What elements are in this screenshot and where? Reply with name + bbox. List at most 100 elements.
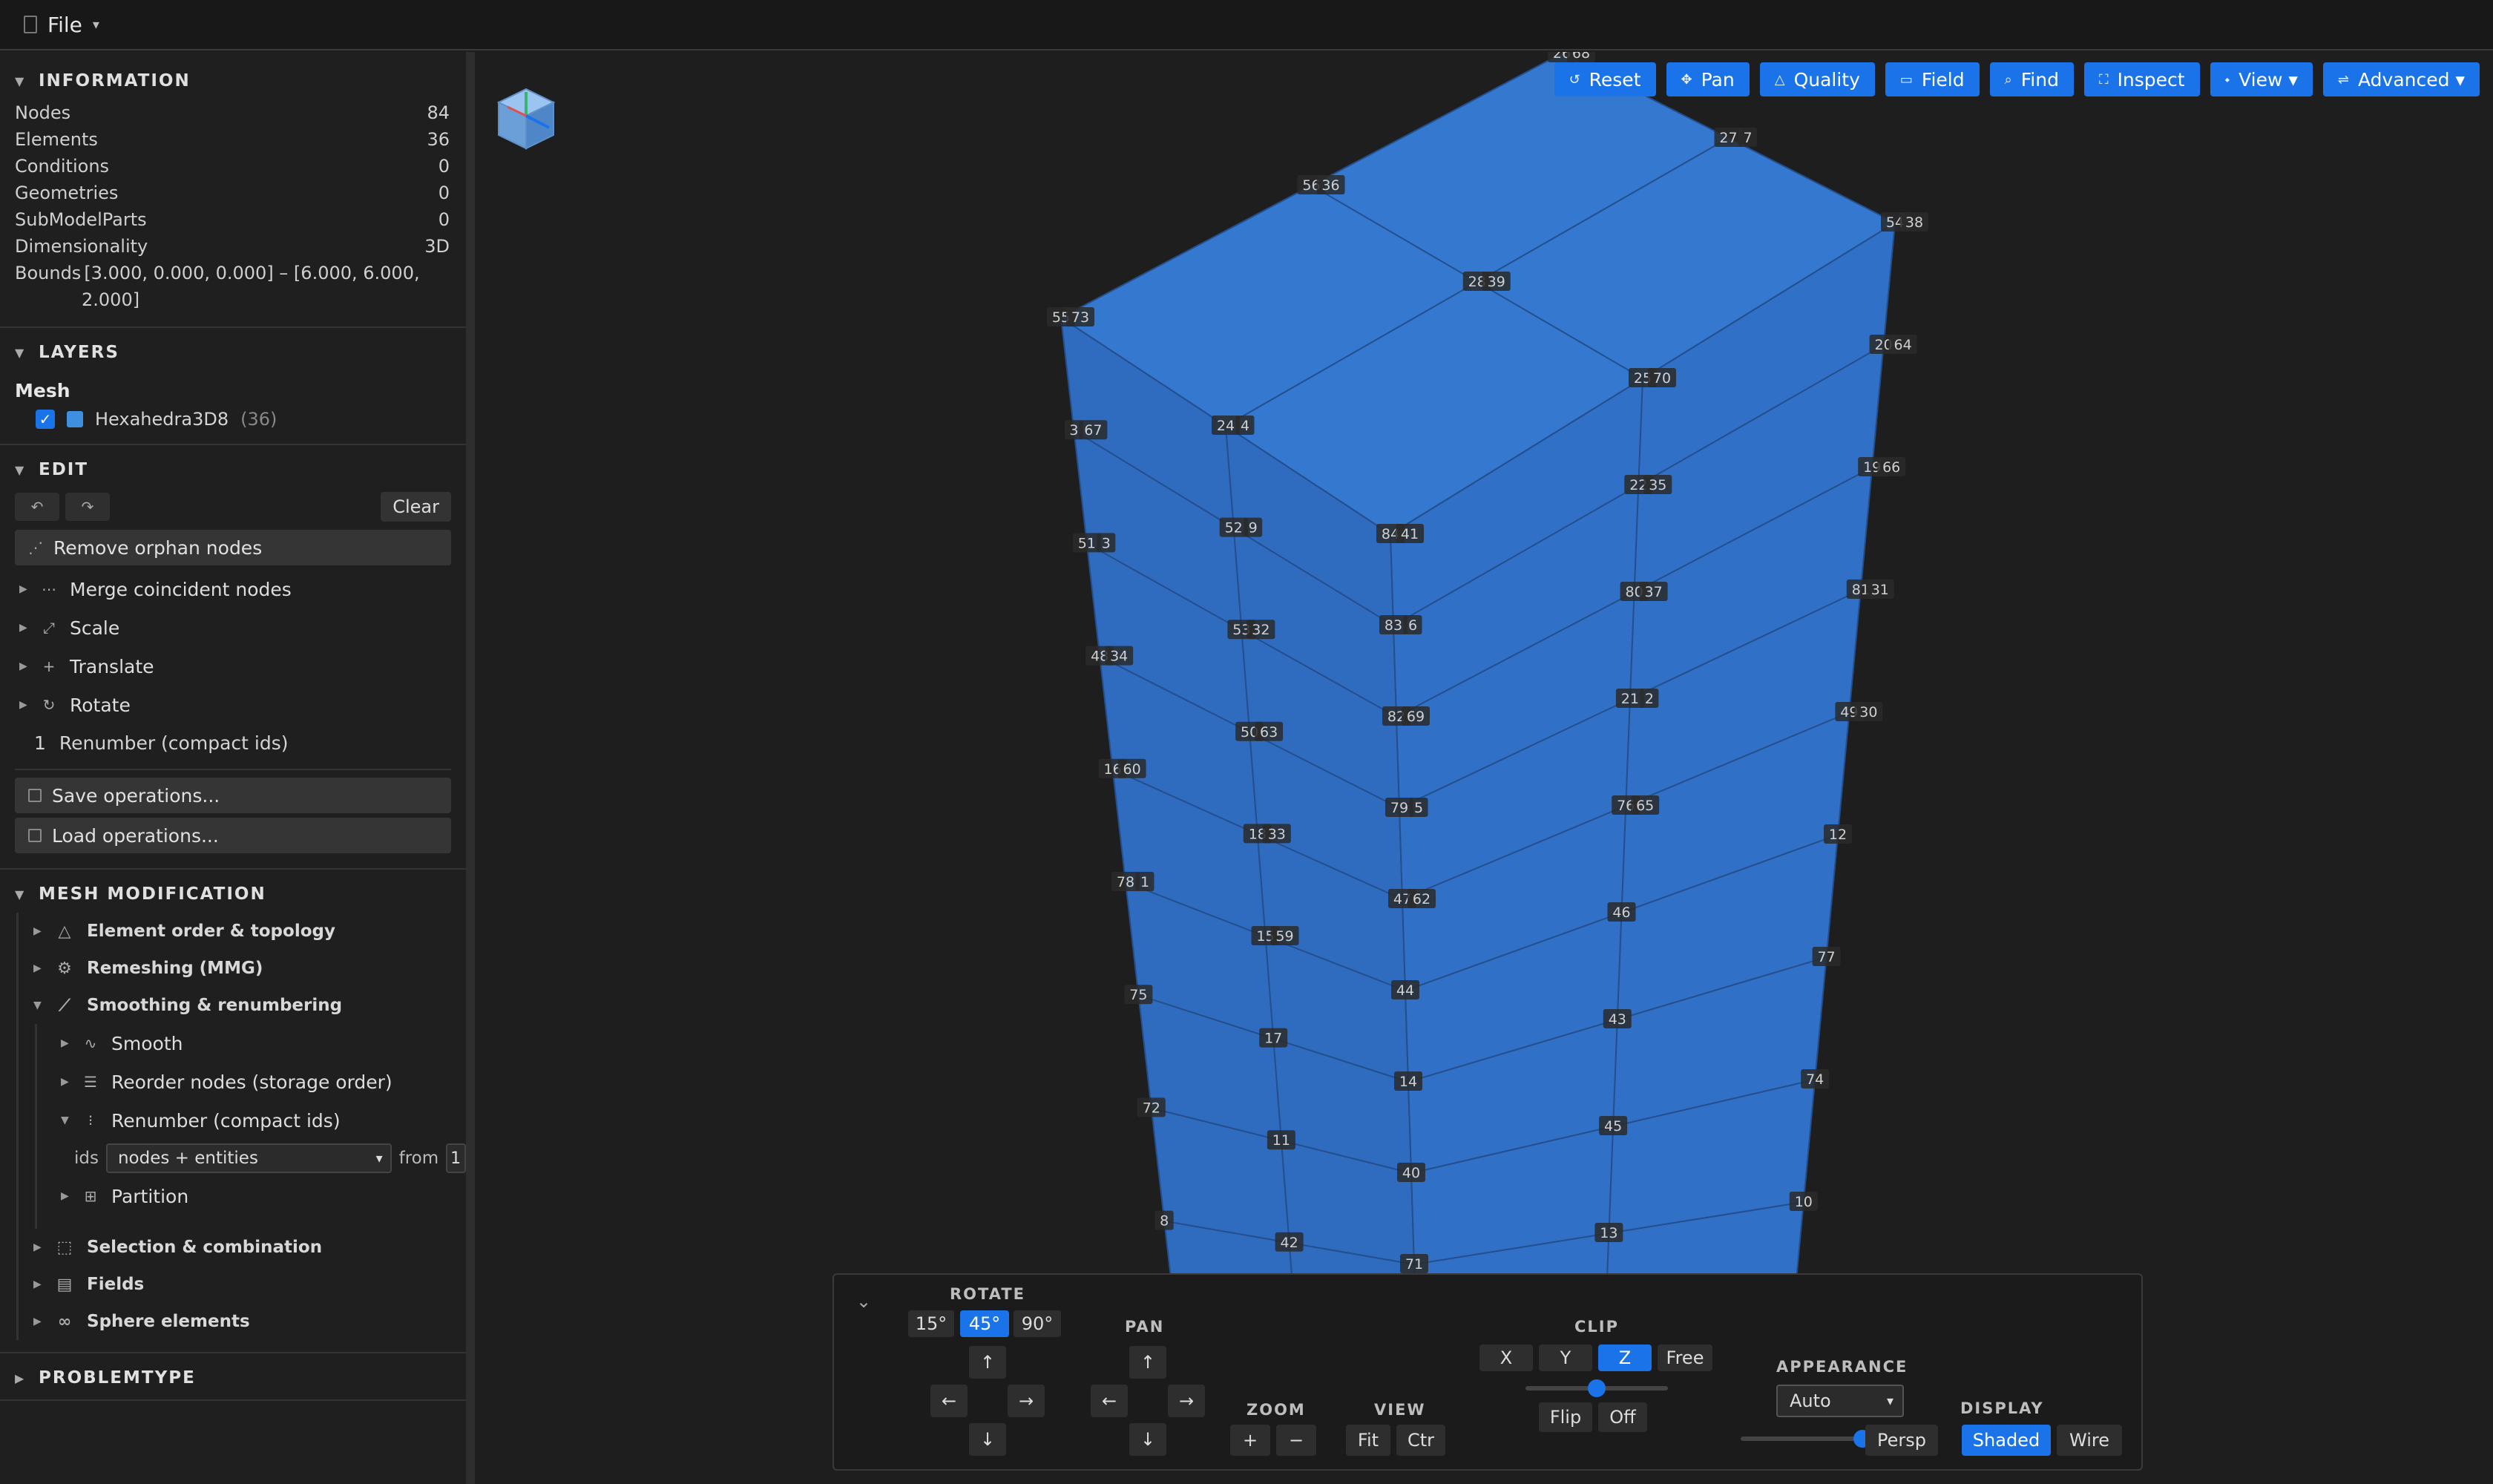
node-label[interactable]: 12 — [1824, 824, 1852, 844]
rotate-45-button[interactable]: 45° — [960, 1310, 1009, 1337]
perspective-button[interactable]: Persp — [1865, 1425, 1938, 1456]
node-label[interactable]: 14 — [1394, 1071, 1422, 1091]
node-label[interactable]: 46 — [1607, 902, 1636, 922]
node-label[interactable]: 62 — [1408, 889, 1436, 908]
node-label[interactable]: 1 — [1135, 872, 1154, 891]
rotate-left-button[interactable]: ← — [930, 1385, 968, 1417]
zoom-in-button[interactable]: + — [1230, 1425, 1270, 1456]
node-label[interactable]: 43 — [1603, 1009, 1632, 1028]
node-label[interactable]: 32 — [1246, 620, 1275, 640]
view-center-button[interactable]: Ctr — [1396, 1425, 1445, 1456]
node-label[interactable]: 9 — [1244, 517, 1263, 537]
node-label[interactable]: 38 — [1900, 212, 1928, 232]
rotate-15-button[interactable]: 15° — [908, 1310, 954, 1337]
node-label[interactable]: 24 — [1212, 416, 1240, 435]
node-label[interactable]: 33 — [1262, 824, 1291, 844]
node-label[interactable]: 17 — [1259, 1028, 1288, 1048]
pan-down-button[interactable]: ↓ — [1129, 1423, 1166, 1456]
wire-button[interactable]: Wire — [2057, 1425, 2122, 1456]
renumber-compact-item[interactable]: ▼ ⁝ Renumber (compact ids) — [37, 1101, 466, 1140]
clip-off-button[interactable]: Off — [1598, 1402, 1647, 1432]
layers-section-header[interactable]: ▼ LAYERS — [0, 334, 466, 371]
node-label[interactable]: 41 — [1396, 524, 1424, 543]
node-label[interactable]: 71 — [1400, 1254, 1428, 1273]
node-label[interactable]: 27 — [1714, 128, 1743, 147]
node-label[interactable]: 64 — [1888, 335, 1917, 354]
node-label[interactable]: 44 — [1391, 980, 1419, 999]
node-label[interactable]: 36 — [1316, 175, 1345, 194]
node-label[interactable]: 39 — [1482, 272, 1511, 291]
node-label[interactable]: 10 — [1789, 1192, 1818, 1211]
node-label[interactable]: 73 — [1066, 307, 1094, 326]
navigation-cube-icon[interactable] — [493, 83, 559, 157]
node-label[interactable]: 72 — [1137, 1097, 1166, 1117]
node-label[interactable]: 74 — [1801, 1069, 1830, 1089]
edit-op-translate[interactable]: ▶ + Translate — [0, 647, 466, 686]
node-label[interactable]: 51 — [1072, 533, 1101, 553]
node-label[interactable]: 60 — [1117, 758, 1146, 778]
rotate-up-button[interactable]: ↑ — [969, 1346, 1006, 1379]
clip-flip-button[interactable]: Flip — [1539, 1402, 1592, 1432]
clip-free-button[interactable]: Free — [1658, 1345, 1712, 1371]
from-input[interactable]: 1 — [446, 1143, 466, 1173]
clip-x-button[interactable]: X — [1479, 1345, 1533, 1371]
clip-z-button[interactable]: Z — [1598, 1345, 1652, 1371]
ids-select[interactable]: nodes + entities ▾ — [105, 1143, 392, 1173]
node-label[interactable]: 75 — [1124, 985, 1153, 1005]
node-label[interactable]: 13 — [1594, 1223, 1623, 1242]
node-label[interactable]: 69 — [1402, 706, 1430, 726]
information-section-header[interactable]: ▼ INFORMATION — [0, 62, 466, 99]
partition-item[interactable]: ▶ ⊞ Partition — [37, 1177, 466, 1215]
toolbar-inspect-button[interactable]: ⛶ Inspect — [2083, 62, 2200, 96]
node-label[interactable]: 35 — [1643, 475, 1672, 494]
file-menu[interactable]: File ▾ — [24, 13, 99, 37]
node-label[interactable]: 83 — [1379, 615, 1408, 634]
smoothing-renumbering-group[interactable]: ▼ ⟋ Smoothing & renumbering — [19, 987, 466, 1024]
toolbar-pan-button[interactable]: ✥ Pan — [1666, 62, 1750, 96]
node-label[interactable]: 30 — [1854, 702, 1883, 721]
node-label[interactable]: 2 — [1640, 689, 1659, 708]
node-label[interactable]: 70 — [1648, 368, 1676, 387]
view-fit-button[interactable]: Fit — [1346, 1425, 1390, 1456]
renumber-history-item[interactable]: 1 Renumber (compact ids) — [0, 724, 466, 761]
node-label[interactable]: 7 — [1738, 128, 1757, 147]
node-label[interactable]: 3 — [1064, 420, 1083, 440]
node-label[interactable]: 5 — [1409, 798, 1428, 817]
rotate-down-button[interactable]: ↓ — [969, 1423, 1006, 1456]
toolbar-view-button[interactable]: ⬩ View ▾ — [2210, 62, 2313, 96]
rotate-right-button[interactable]: → — [1008, 1385, 1045, 1417]
problemtype-section-header[interactable]: ▶ PROBLEMTYPE — [0, 1359, 466, 1396]
layer-visibility-checkbox[interactable]: ✓ — [36, 410, 55, 429]
toolbar-find-button[interactable]: ⌕ Find — [1989, 62, 2074, 96]
appearance-slider-track[interactable] — [1741, 1437, 1862, 1441]
node-label[interactable]: 6 — [1403, 615, 1422, 634]
node-label[interactable]: 37 — [1639, 582, 1668, 601]
edit-section-header[interactable]: ▼ EDIT — [0, 451, 466, 488]
edit-op-rotate[interactable]: ▶ ↻ Rotate — [0, 686, 466, 724]
node-label[interactable]: 21 — [1615, 689, 1644, 708]
toolbar-quality-button[interactable]: △ Quality — [1759, 62, 1875, 96]
clip-slider-knob[interactable] — [1588, 1379, 1606, 1397]
pan-left-button[interactable]: ← — [1091, 1385, 1128, 1417]
node-label[interactable]: 3 — [1097, 533, 1116, 553]
load-operations-button[interactable]: Load operations... — [15, 818, 451, 853]
node-label[interactable]: 63 — [1255, 721, 1284, 741]
clear-button[interactable]: Clear — [381, 492, 451, 522]
3d-viewport[interactable]: 28 27 56 26 55 24 84 25 54 3 52 83 22 20 51 53 82 80 19 48 5… — [484, 52, 2493, 1484]
node-label[interactable]: 78 — [1111, 872, 1140, 891]
node-label[interactable]: 65 — [1631, 795, 1660, 815]
node-label[interactable]: 31 — [1865, 580, 1894, 599]
remove-orphan-nodes-button[interactable]: ⋰ Remove orphan nodes — [15, 530, 451, 565]
layer-color-swatch[interactable] — [67, 411, 83, 427]
smoothing-item-reorder[interactable]: ▶ ☰ Reorder nodes (storage order) — [37, 1063, 466, 1101]
edit-op-merge-coincident-nodes[interactable]: ▶ ⋯ Merge coincident nodes — [0, 570, 466, 608]
redo-button[interactable]: ↷ — [65, 493, 110, 521]
zoom-out-button[interactable]: − — [1276, 1425, 1316, 1456]
node-label[interactable]: 59 — [1270, 926, 1299, 945]
mesh-group-remeshing-mmg-[interactable]: ▶ ⚙ Remeshing (MMG) — [19, 950, 466, 987]
node-label[interactable]: 4 — [1235, 416, 1255, 435]
pan-up-button[interactable]: ↑ — [1129, 1346, 1166, 1379]
node-label[interactable]: 45 — [1599, 1116, 1628, 1135]
mesh-group-sphere-elements[interactable]: ▶ ∞ Sphere elements — [19, 1303, 466, 1340]
mesh-render[interactable]: 2827562655248425543528322205153828019485… — [484, 52, 2493, 1484]
